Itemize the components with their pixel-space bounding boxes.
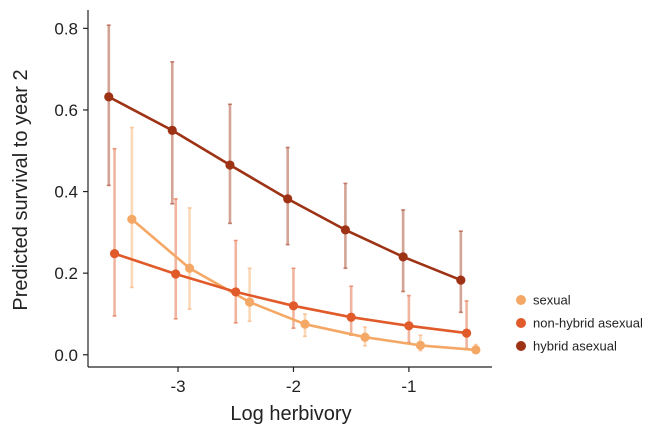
- sexual-point: [184, 263, 195, 273]
- x-tick-label: -1: [401, 377, 416, 396]
- x-tick-label: -2: [286, 377, 301, 396]
- sexual-point: [245, 297, 255, 307]
- non-hybrid-asexual-point: [346, 312, 356, 322]
- non-hybrid-asexual-line: [114, 252, 467, 335]
- y-tick-label: 0.8: [54, 19, 78, 38]
- sexual-point: [415, 340, 426, 350]
- x-tick-label: -3: [170, 377, 185, 396]
- sexual-point: [471, 345, 481, 355]
- non-hybrid-asexual-point: [171, 269, 181, 279]
- y-tick-label: 0.6: [54, 101, 78, 120]
- sexual-point: [360, 332, 370, 342]
- hybrid-asexual-point: [167, 125, 177, 135]
- non-hybrid-asexual-point: [404, 321, 414, 331]
- non-hybrid-asexual-point: [231, 287, 241, 297]
- non-hybrid-asexual-legend-swatch: [516, 318, 526, 328]
- hybrid-asexual-legend-label: hybrid asexual: [533, 339, 617, 354]
- sexual-point: [127, 214, 137, 224]
- axes: [87, 10, 492, 368]
- hybrid-asexual-point: [104, 92, 114, 102]
- legend: sexual non-hybrid asexual hybrid asexual: [516, 293, 643, 354]
- sexual-legend-label: sexual: [533, 293, 571, 308]
- y-tick-label: 0.2: [54, 264, 78, 283]
- hybrid-asexual-point: [398, 252, 408, 262]
- non-hybrid-asexual-legend-label: non-hybrid asexual: [533, 316, 643, 331]
- y-tick-label: 0.0: [54, 346, 78, 365]
- x-axis-title: Log herbivory: [230, 403, 351, 425]
- non-hybrid-asexual-point: [462, 328, 472, 338]
- non-hybrid-asexual-point: [109, 248, 120, 259]
- sexual-point: [300, 319, 310, 329]
- hybrid-asexual-point: [283, 194, 293, 204]
- sexual-legend-swatch: [516, 295, 526, 305]
- hybrid-asexual-point: [340, 225, 351, 235]
- x-ticks: -3 -2 -1: [170, 367, 416, 396]
- hybrid-asexual-legend-swatch: [516, 341, 526, 351]
- non-hybrid-asexual-point: [288, 301, 299, 311]
- hybrid-asexual-point: [456, 275, 466, 285]
- hybrid-asexual-line: [108, 95, 462, 282]
- y-axis-title: Predicted survival to year 2: [10, 69, 32, 310]
- hybrid-asexual-point: [225, 160, 235, 170]
- y-tick-label: 0.4: [54, 183, 78, 202]
- y-ticks: 0.0 0.2 0.4 0.6 0.8: [54, 19, 88, 365]
- series-points: [104, 92, 481, 355]
